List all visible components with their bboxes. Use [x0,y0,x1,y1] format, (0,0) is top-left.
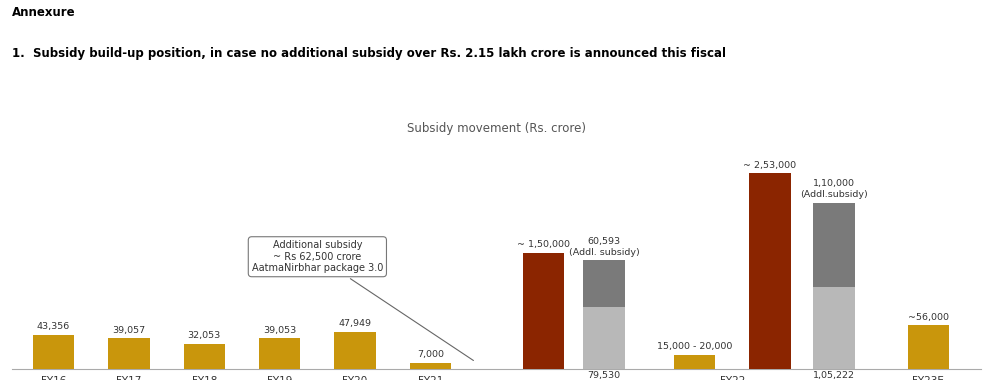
Text: Annexure: Annexure [12,6,76,19]
Text: Subsidy movement (Rs. crore): Subsidy movement (Rs. crore) [407,122,586,135]
Text: FY17: FY17 [116,375,141,380]
Text: 1,10,000
(Addl.subsidy): 1,10,000 (Addl.subsidy) [800,179,868,199]
Bar [908,325,949,369]
Text: 15,000 - 20,000: 15,000 - 20,000 [657,342,733,351]
Text: 7,000: 7,000 [417,350,444,359]
Text: FY18: FY18 [192,375,217,380]
Text: 39,053: 39,053 [263,326,296,335]
Text: FY22: FY22 [720,375,745,380]
Bar [583,307,624,369]
Text: 32,053: 32,053 [188,331,221,340]
Text: FY21: FY21 [417,375,443,380]
Text: 79,530: 79,530 [587,370,620,380]
Bar [334,332,376,369]
Text: 43,356: 43,356 [37,322,70,331]
Bar [813,287,855,369]
Text: ~56,000: ~56,000 [908,312,949,321]
Text: 60,593
(Addl. subsidy): 60,593 (Addl. subsidy) [569,237,639,256]
Bar [749,173,790,369]
Bar [108,339,149,369]
Text: FY16: FY16 [41,375,66,380]
Bar [258,339,300,369]
Bar [813,203,855,287]
Bar [184,344,225,369]
Text: 47,949: 47,949 [339,319,372,328]
Text: 39,057: 39,057 [112,326,145,335]
Text: 1,05,222: 1,05,222 [813,370,855,380]
Bar [33,335,75,369]
Text: ~ 2,53,000: ~ 2,53,000 [744,160,796,169]
Bar [674,355,716,369]
Text: 1.  Subsidy build-up position, in case no additional subsidy over Rs. 2.15 lakh : 1. Subsidy build-up position, in case no… [12,48,726,60]
Bar [410,363,451,369]
Bar [583,261,624,307]
Text: FY20: FY20 [343,375,368,380]
Text: ~ 1,50,000: ~ 1,50,000 [517,240,571,249]
Text: FY23E: FY23E [912,375,944,380]
Bar [523,253,565,369]
Text: Additional subsidy
~ Rs 62,500 crore
AatmaNirbhar package 3.0: Additional subsidy ~ Rs 62,500 crore Aat… [251,240,473,361]
Text: FY19: FY19 [267,375,292,380]
